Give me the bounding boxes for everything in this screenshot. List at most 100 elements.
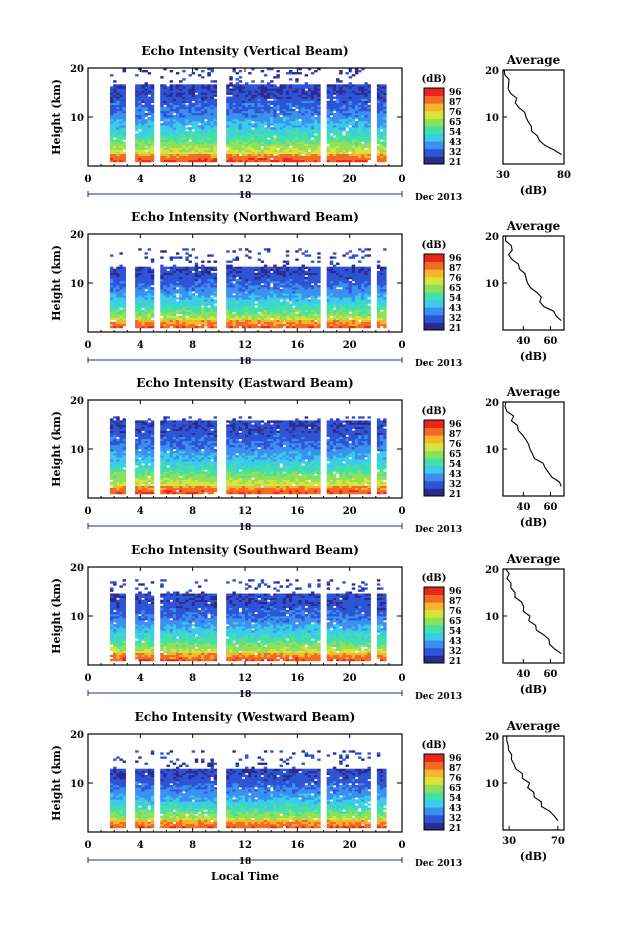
heatmap-cell: [163, 112, 167, 116]
heatmap-cell: [172, 272, 177, 276]
heatmap-cell: [172, 276, 177, 280]
heatmap-cell: [172, 137, 177, 140]
heatmap-cell: [197, 291, 202, 294]
heatmap-cell: [191, 90, 196, 93]
heatmap-cell: [348, 141, 353, 144]
heatmap-cell: [276, 88, 280, 91]
heatmap-cell: [336, 98, 340, 101]
heatmap-cell: [298, 90, 302, 93]
heatmap-cell: [179, 94, 183, 97]
heatmap-cell: [232, 313, 236, 316]
heatmap-cell: [185, 274, 189, 278]
heatmap-cell: [238, 159, 243, 163]
heatmap-cell: [285, 102, 290, 106]
heatmap-cell: [345, 289, 349, 292]
heatmap-cell: [257, 301, 261, 304]
heatmap-cell: [348, 139, 353, 142]
heatmap-cell: [292, 112, 296, 116]
heatmap-cell: [232, 295, 236, 298]
heatmap-cell: [336, 135, 340, 138]
heatmap-cell: [310, 94, 315, 97]
heatmap-cell: [351, 139, 356, 142]
heatmap-cell: [245, 86, 249, 89]
heatmap-cell: [241, 86, 246, 89]
heatmap-cell: [116, 88, 120, 91]
heatmap-cell: [229, 321, 233, 325]
heatmap-cell: [201, 100, 205, 104]
heatmap-cell: [358, 157, 362, 161]
heatmap-cell: [348, 117, 353, 120]
heatmap-cell: [266, 149, 271, 153]
heatmap-cell: [279, 297, 283, 300]
heatmap-cell: [113, 285, 117, 288]
heatmap-cell: [113, 108, 117, 112]
heatmap-cell: [169, 151, 174, 155]
heatmap-cell: [288, 266, 293, 270]
heatmap-cell: [358, 110, 362, 114]
heatmap-cell: [266, 321, 271, 325]
heatmap-cell: [295, 278, 299, 282]
heatmap-cell: [245, 159, 249, 163]
heatmap-cell: [229, 293, 233, 296]
heatmap-cell: [339, 159, 343, 163]
heatmap-cell: [276, 112, 280, 116]
heatmap-cell: [138, 108, 142, 112]
heatmap-cell: [182, 309, 186, 312]
heatmap-cell: [295, 80, 299, 83]
heatmap-cell: [279, 266, 283, 270]
heatmap-cell: [307, 293, 312, 296]
heatmap-cell: [263, 303, 268, 306]
heatmap-cell: [361, 121, 365, 124]
heatmap-cell: [229, 92, 233, 95]
heatmap-cell: [345, 159, 349, 163]
heatmap-cell: [210, 135, 214, 138]
heatmap-cell: [116, 321, 120, 325]
heatmap-cell: [257, 125, 261, 128]
heatmap-cell: [317, 96, 321, 99]
heatmap-cell: [179, 283, 183, 286]
heatmap-cell: [207, 315, 211, 319]
heatmap-cell: [257, 293, 261, 296]
heatmap-cell: [288, 88, 293, 91]
heatmap-cell: [364, 149, 368, 153]
heatmap-cell: [138, 139, 142, 142]
heatmap-cell: [336, 149, 340, 153]
heatmap-cell: [298, 121, 302, 124]
heatmap-cell: [235, 139, 240, 142]
heatmap-cell: [282, 311, 287, 314]
heatmap-cell: [282, 264, 287, 267]
heatmap-cell: [326, 123, 331, 126]
heatmap-cell: [273, 76, 277, 79]
heatmap-cell: [317, 121, 321, 124]
heatmap-cell: [229, 307, 233, 310]
heatmap-cell: [235, 84, 240, 87]
heatmap-cell: [175, 104, 180, 108]
heatmap-cell: [295, 272, 299, 276]
heatmap-cell: [380, 159, 384, 163]
heatmap-cell: [188, 270, 192, 274]
heatmap-cell: [351, 127, 356, 130]
heatmap-cell: [144, 125, 148, 128]
heatmap-cell: [182, 291, 186, 294]
heatmap-cell: [185, 311, 189, 314]
heatmap-cell: [301, 278, 305, 282]
heatmap-cell: [348, 76, 353, 79]
heatmap-cell: [270, 137, 274, 140]
heatmap-cell: [204, 280, 208, 284]
heatmap-cell: [345, 133, 349, 136]
heatmap-cell: [207, 291, 211, 294]
heatmap-cell: [241, 117, 246, 120]
heatmap-cell: [326, 84, 331, 87]
heatmap-cell: [144, 145, 148, 148]
heatmap-cell: [279, 121, 283, 124]
heatmap-cell: [248, 133, 252, 136]
heatmap-cell: [163, 119, 167, 122]
heatmap-cell: [310, 141, 315, 144]
heatmap-cell: [116, 295, 120, 298]
heatmap-cell: [354, 98, 359, 101]
heatmap-cell: [188, 86, 192, 89]
heatmap-cell: [276, 321, 280, 325]
heatmap-cell: [270, 112, 274, 116]
heatmap-cell: [163, 147, 167, 150]
heatmap-cell: [248, 106, 252, 110]
